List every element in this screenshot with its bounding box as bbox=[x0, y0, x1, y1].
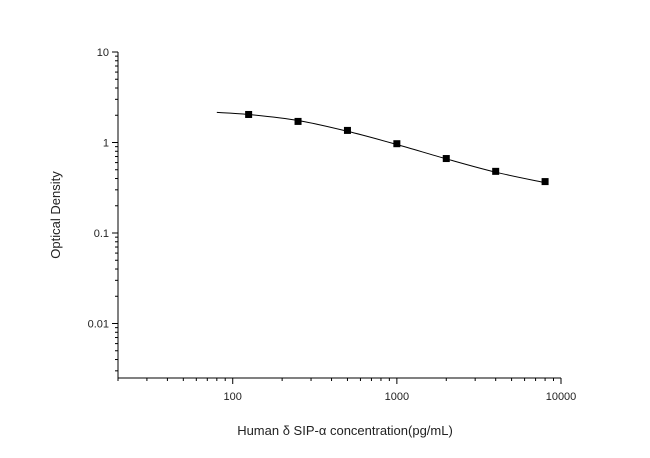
data-point bbox=[492, 167, 500, 175]
data-point bbox=[294, 117, 302, 125]
x-tick-label: 1000 bbox=[385, 391, 409, 403]
x-axis-label: Human δ SIP-α concentration(pg/mL) bbox=[237, 423, 453, 438]
x-tick-label: 100 bbox=[224, 391, 242, 403]
data-point bbox=[541, 178, 549, 186]
y-tick-label: 1 bbox=[103, 138, 109, 150]
data-point bbox=[343, 126, 351, 134]
y-tick-label: 0.01 bbox=[88, 319, 109, 331]
y-tick-label: 0.1 bbox=[94, 228, 109, 240]
data-point bbox=[393, 140, 401, 148]
fit-curve bbox=[216, 111, 546, 184]
data-point bbox=[442, 155, 450, 163]
data-point bbox=[245, 110, 253, 118]
x-tick-label: 10000 bbox=[546, 391, 577, 403]
y-axis-label: Optical Density bbox=[48, 171, 63, 259]
y-tick-label: 10 bbox=[97, 47, 109, 59]
